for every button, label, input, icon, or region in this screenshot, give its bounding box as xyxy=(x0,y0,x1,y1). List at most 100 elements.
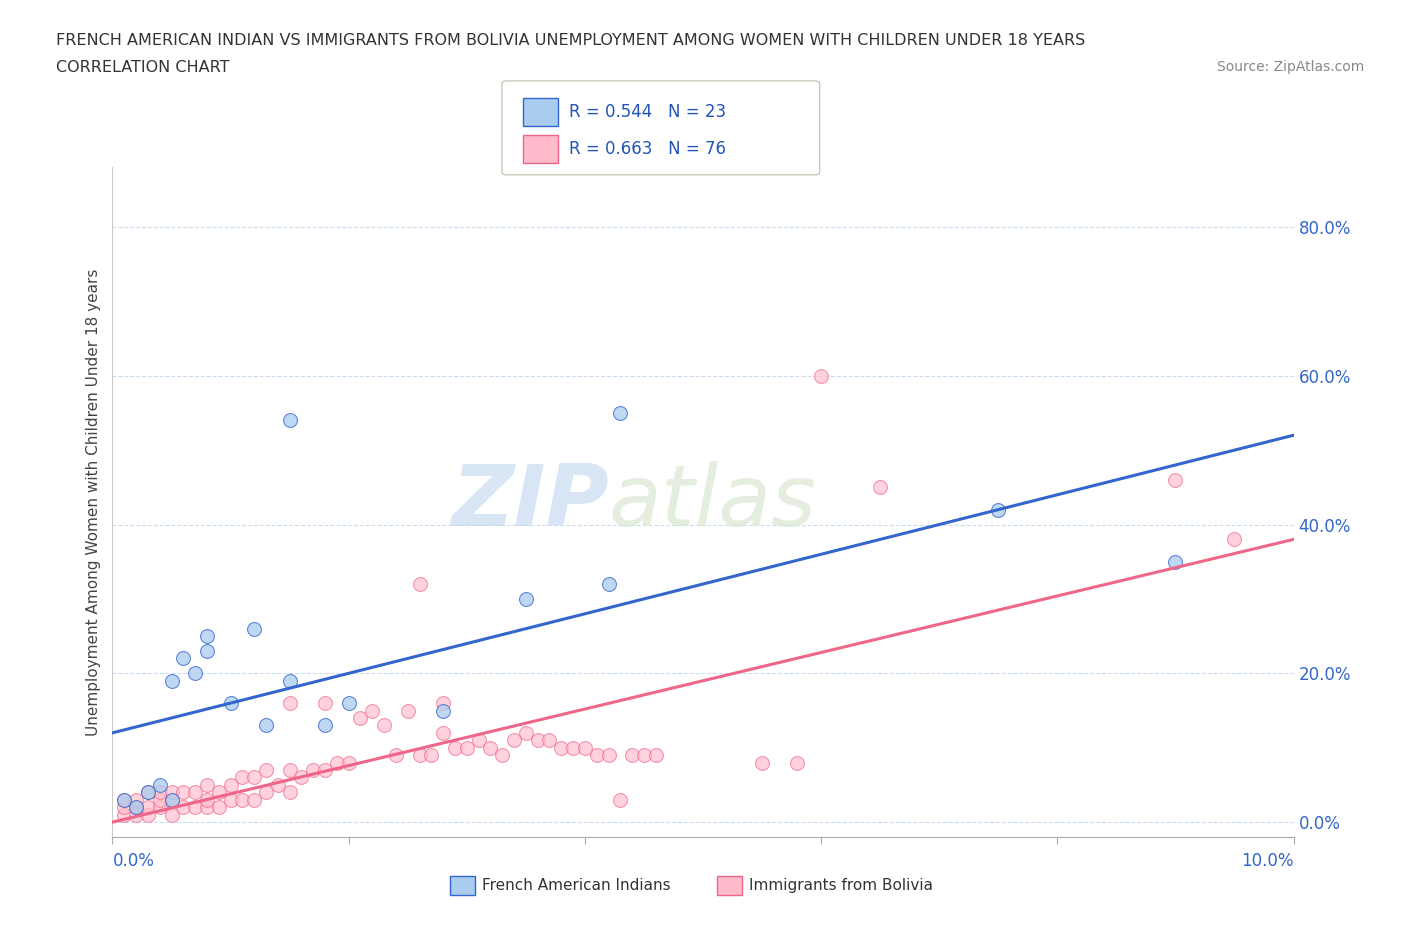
Point xyxy=(337,696,360,711)
Point xyxy=(621,748,644,763)
Point xyxy=(1164,554,1187,569)
Point xyxy=(195,792,218,807)
Point xyxy=(160,785,183,800)
Point xyxy=(408,748,430,763)
Point xyxy=(184,666,207,681)
Point xyxy=(396,703,419,718)
Point xyxy=(810,368,832,383)
Point xyxy=(598,748,620,763)
Text: R = 0.544   N = 23: R = 0.544 N = 23 xyxy=(569,102,727,121)
Point xyxy=(314,763,336,777)
Point xyxy=(585,748,607,763)
Point xyxy=(1223,532,1246,547)
Point xyxy=(302,763,325,777)
Point xyxy=(491,748,513,763)
Point xyxy=(385,748,408,763)
Point xyxy=(195,777,218,792)
Point xyxy=(219,792,242,807)
Point xyxy=(598,577,620,591)
Point xyxy=(149,777,172,792)
Point xyxy=(243,621,266,636)
Text: 0.0%: 0.0% xyxy=(112,852,155,870)
Point xyxy=(869,480,891,495)
Point xyxy=(149,785,172,800)
Point xyxy=(172,800,194,815)
Point xyxy=(432,725,454,740)
Point xyxy=(550,740,572,755)
Point xyxy=(231,770,253,785)
Text: 10.0%: 10.0% xyxy=(1241,852,1294,870)
Point xyxy=(112,792,135,807)
Point xyxy=(479,740,502,755)
Point xyxy=(644,748,666,763)
Point xyxy=(420,748,443,763)
Point xyxy=(314,718,336,733)
Y-axis label: Unemployment Among Women with Children Under 18 years: Unemployment Among Women with Children U… xyxy=(86,269,101,736)
Point xyxy=(503,733,526,748)
Point xyxy=(326,755,349,770)
Point xyxy=(1164,472,1187,487)
Point xyxy=(349,711,371,725)
Point xyxy=(195,644,218,658)
Point xyxy=(136,785,159,800)
Point xyxy=(290,770,312,785)
Point xyxy=(526,733,548,748)
Point xyxy=(574,740,596,755)
Point xyxy=(254,785,277,800)
Text: FRENCH AMERICAN INDIAN VS IMMIGRANTS FROM BOLIVIA UNEMPLOYMENT AMONG WOMEN WITH : FRENCH AMERICAN INDIAN VS IMMIGRANTS FRO… xyxy=(56,33,1085,47)
Point xyxy=(267,777,290,792)
Text: CORRELATION CHART: CORRELATION CHART xyxy=(56,60,229,75)
Point xyxy=(112,807,135,822)
Point xyxy=(609,792,631,807)
Point xyxy=(149,800,172,815)
Point xyxy=(444,740,467,755)
Point xyxy=(195,800,218,815)
Point xyxy=(432,696,454,711)
Text: French American Indians: French American Indians xyxy=(482,878,671,893)
Point xyxy=(751,755,773,770)
Point xyxy=(172,651,194,666)
Point xyxy=(278,763,301,777)
Point xyxy=(208,785,231,800)
Point xyxy=(160,673,183,688)
Point xyxy=(231,792,253,807)
Text: Immigrants from Bolivia: Immigrants from Bolivia xyxy=(749,878,934,893)
Point xyxy=(160,807,183,822)
Point xyxy=(609,405,631,420)
Point xyxy=(112,800,135,815)
Point xyxy=(278,696,301,711)
Text: atlas: atlas xyxy=(609,460,817,544)
Point xyxy=(314,696,336,711)
Point xyxy=(172,785,194,800)
Point xyxy=(219,777,242,792)
Point xyxy=(136,807,159,822)
Point xyxy=(136,785,159,800)
Point xyxy=(515,591,537,606)
Point xyxy=(125,807,148,822)
Point xyxy=(208,800,231,815)
Point xyxy=(562,740,585,755)
Text: Source: ZipAtlas.com: Source: ZipAtlas.com xyxy=(1216,60,1364,74)
Point xyxy=(125,800,148,815)
Point xyxy=(278,673,301,688)
Text: R = 0.663   N = 76: R = 0.663 N = 76 xyxy=(569,140,727,158)
Point xyxy=(538,733,561,748)
Point xyxy=(337,755,360,770)
Point xyxy=(184,800,207,815)
Point xyxy=(373,718,395,733)
Point xyxy=(361,703,384,718)
Point xyxy=(254,763,277,777)
Point xyxy=(160,792,183,807)
Point xyxy=(195,629,218,644)
Point xyxy=(515,725,537,740)
Point xyxy=(184,785,207,800)
Point xyxy=(160,792,183,807)
Point xyxy=(254,718,277,733)
Point xyxy=(278,413,301,428)
Point xyxy=(243,792,266,807)
Point xyxy=(786,755,808,770)
Text: ZIP: ZIP xyxy=(451,460,609,544)
Point xyxy=(467,733,489,748)
Point xyxy=(125,792,148,807)
Point xyxy=(136,800,159,815)
